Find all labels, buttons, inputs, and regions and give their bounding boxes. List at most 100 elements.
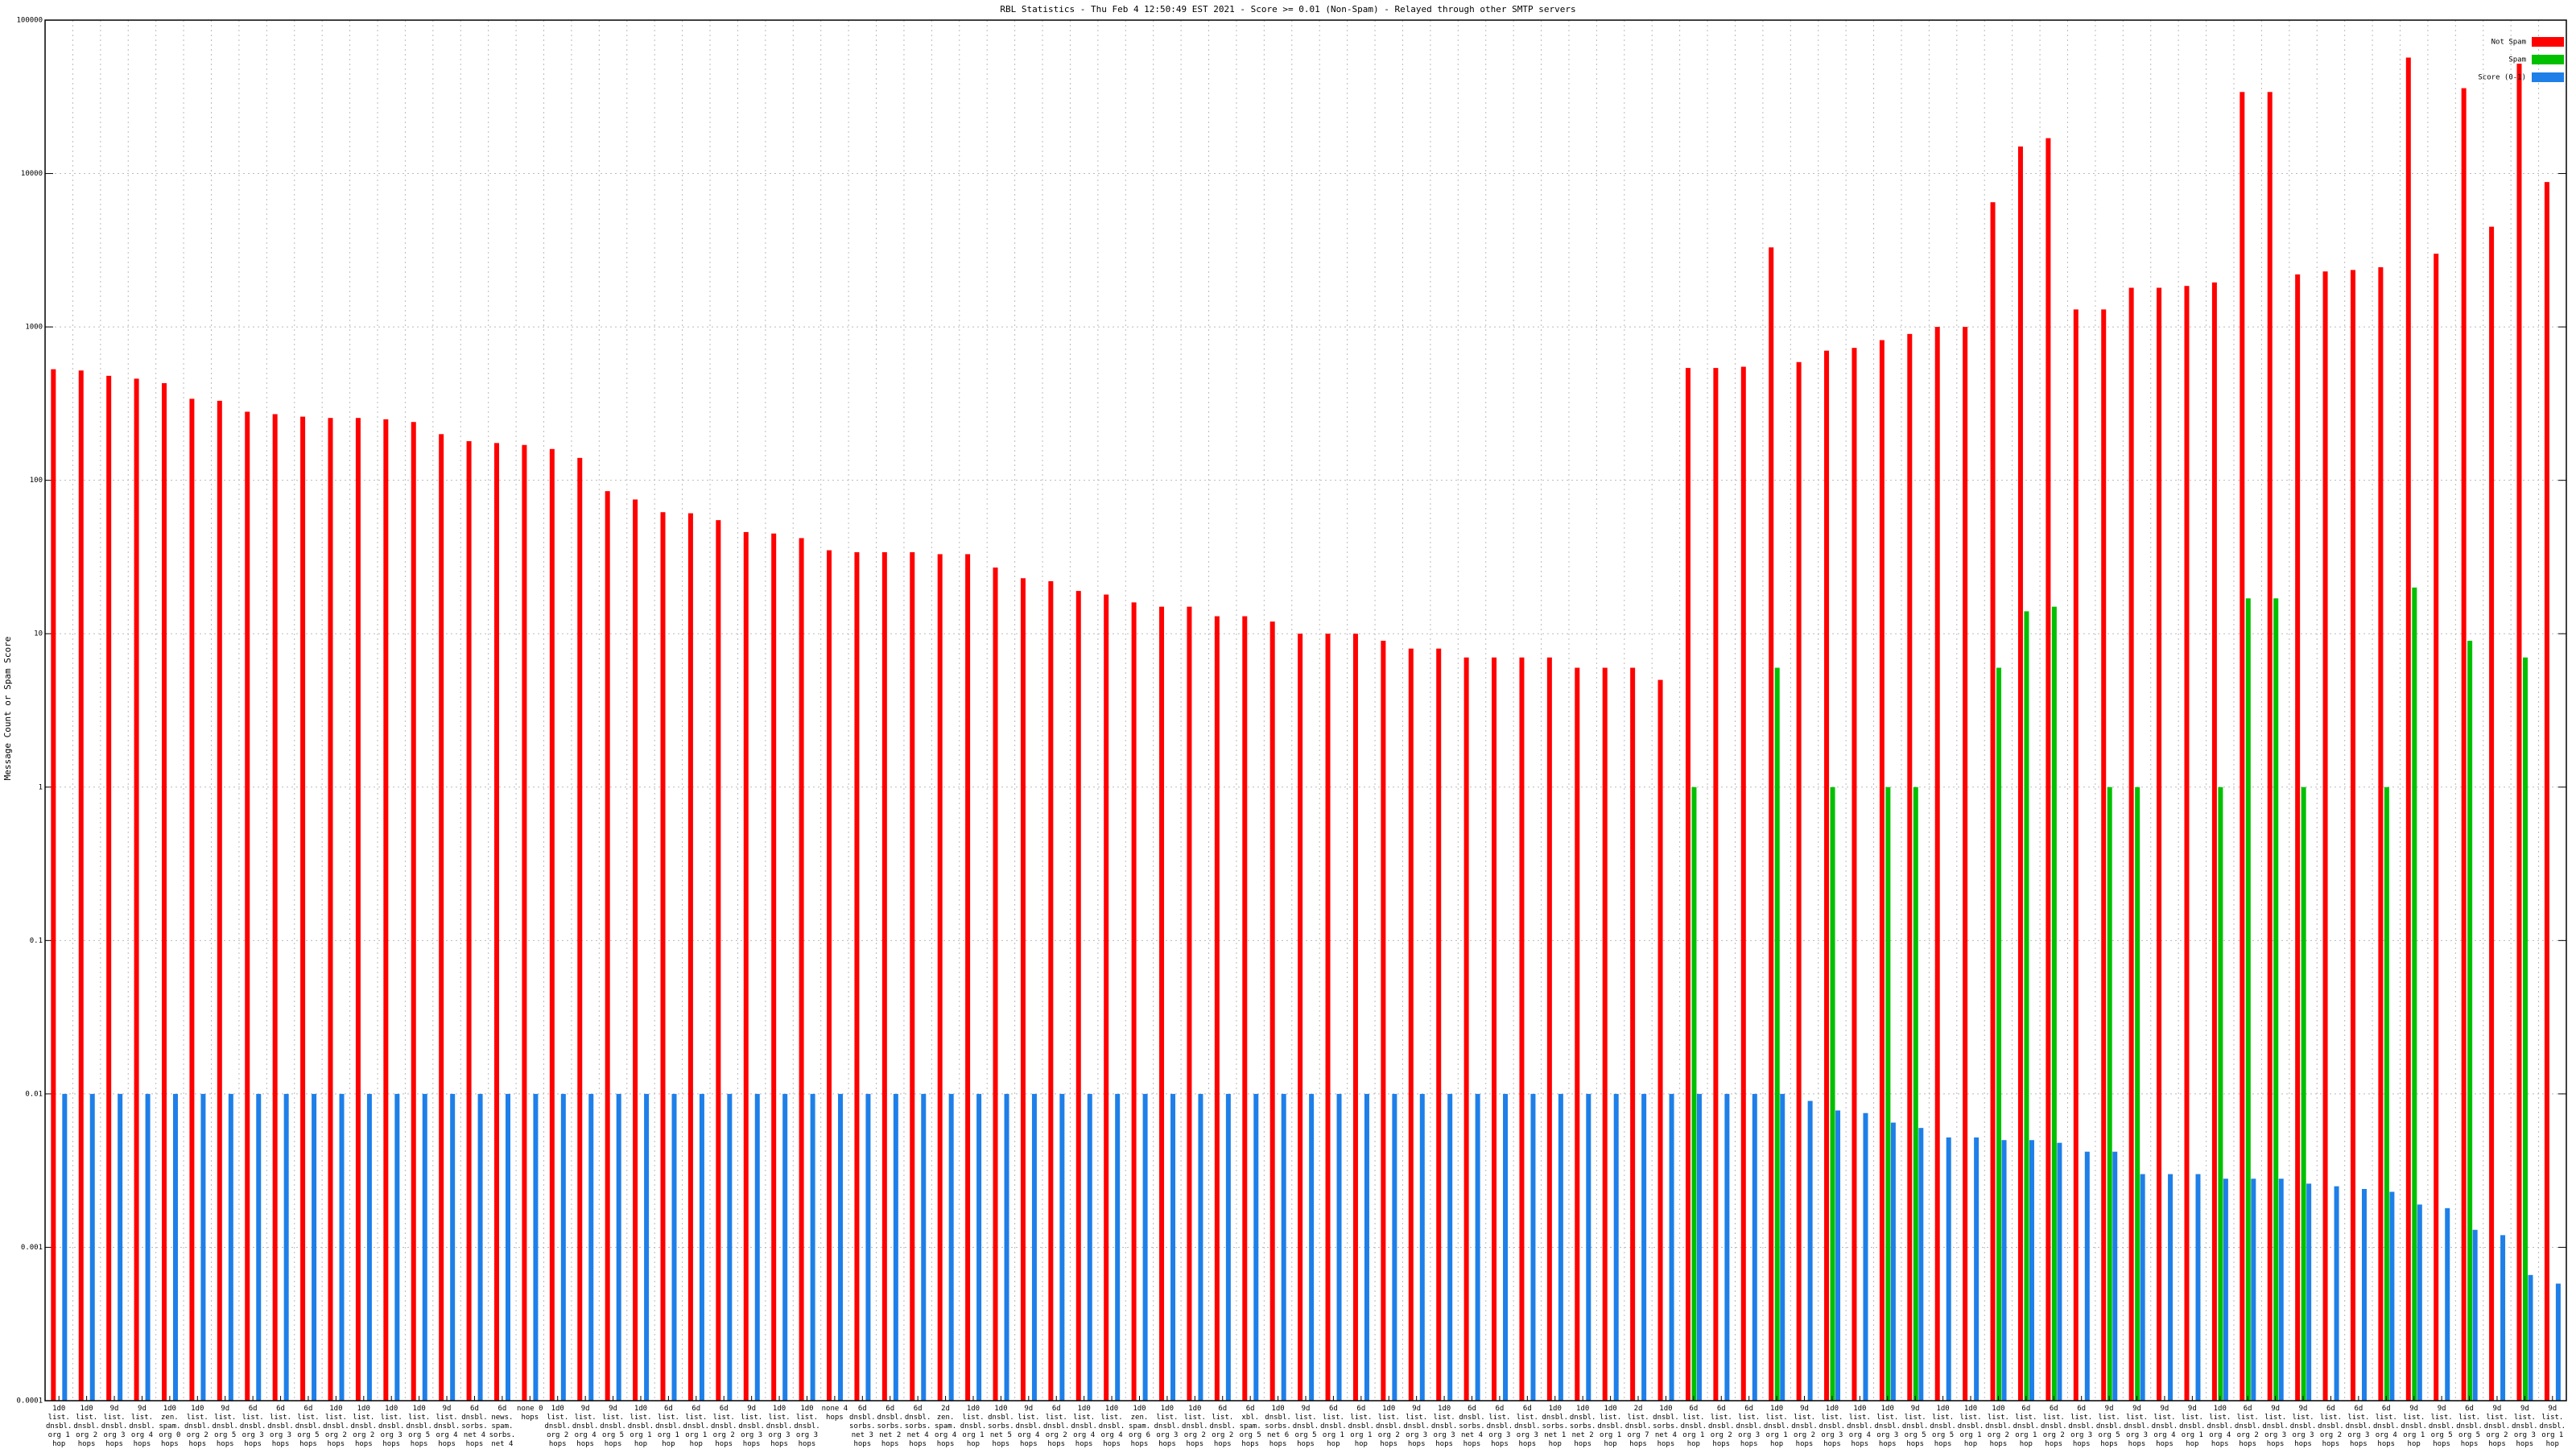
bar bbox=[671, 1093, 677, 1401]
bar bbox=[161, 382, 167, 1402]
bar bbox=[560, 1093, 566, 1401]
x-tick-label: 9d list. dnsbl. org 1 hop bbox=[2539, 1405, 2566, 1448]
x-tick-label: 6d list. dnsbl. org 2 hops bbox=[2041, 1405, 2067, 1448]
bar bbox=[2306, 1183, 2312, 1401]
bar bbox=[477, 1093, 483, 1401]
bar bbox=[976, 1093, 982, 1401]
bar bbox=[62, 1093, 68, 1401]
x-tick-label: 9d list. dnsbl. org 4 hops bbox=[2151, 1405, 2178, 1448]
bar bbox=[1546, 657, 1552, 1401]
bar bbox=[1336, 1093, 1342, 1401]
bar bbox=[2024, 611, 2029, 1401]
x-tick-label: 2d list. dnsbl. org 7 hops bbox=[1624, 1405, 1652, 1448]
x-tick-label: 9d list. dnsbl. org 4 hops bbox=[129, 1405, 155, 1448]
y-tick-label: 1000 bbox=[25, 324, 43, 332]
bar bbox=[1974, 1137, 1979, 1401]
bar bbox=[1253, 1093, 1259, 1401]
x-tick-label: 1d0 list. dnsbl. org 1 hop bbox=[45, 1405, 72, 1448]
x-tick-label: 1d0 zen. spam. org 6 hops bbox=[1128, 1405, 1151, 1448]
bar bbox=[993, 568, 998, 1401]
bar bbox=[1713, 368, 1719, 1401]
bar bbox=[2434, 254, 2439, 1401]
x-tick-label: 1d0 dnsbl. sorbs. net 2 hops bbox=[1569, 1405, 1596, 1448]
bar bbox=[328, 418, 333, 1401]
bar bbox=[1934, 327, 1940, 1402]
bar bbox=[2195, 1174, 2201, 1401]
bar bbox=[1131, 602, 1137, 1401]
x-tick-label: 1d0 list. dnsbl. org 2 hops bbox=[544, 1405, 571, 1448]
bar bbox=[1020, 578, 1026, 1401]
bar bbox=[827, 550, 832, 1401]
bar bbox=[300, 416, 306, 1401]
x-tick-label: 1d0 dnsbl. sorbs. net 5 hops bbox=[988, 1405, 1014, 1448]
bar bbox=[633, 499, 638, 1402]
x-tick-label: 1d0 list. dnsbl. org 1 hop bbox=[1957, 1405, 1984, 1448]
bar bbox=[2467, 640, 2473, 1401]
y-tick-label: 10000 bbox=[21, 170, 43, 178]
bar bbox=[118, 1093, 123, 1401]
x-tick-label: 1d0 list. dnsbl. org 3 hops bbox=[378, 1405, 405, 1448]
x-tick-label: none 0 hops bbox=[517, 1405, 543, 1422]
bar bbox=[1381, 640, 1386, 1401]
bar bbox=[78, 370, 84, 1401]
bar bbox=[1352, 634, 1358, 1401]
bar bbox=[660, 512, 666, 1402]
bar bbox=[1685, 368, 1690, 1401]
bar bbox=[2555, 1283, 2561, 1401]
bar bbox=[1913, 786, 1918, 1401]
bar bbox=[450, 1093, 456, 1401]
x-tick-label: 9d list. dnsbl. org 3 hops bbox=[2124, 1405, 2150, 1448]
x-tick-label: 6d list. dnsbl. org 3 hops bbox=[1486, 1405, 1513, 1448]
x-tick-label: 1d0 list. dnsbl. org 4 hops bbox=[1098, 1405, 1125, 1448]
bar bbox=[2051, 606, 2057, 1401]
bar bbox=[522, 444, 527, 1401]
bar bbox=[771, 533, 777, 1401]
bar bbox=[910, 551, 915, 1401]
bar bbox=[1198, 1093, 1203, 1401]
x-tick-label: 6d list. dnsbl. org 2 hops bbox=[710, 1405, 737, 1448]
bar bbox=[89, 1093, 95, 1401]
bar bbox=[1309, 1093, 1315, 1401]
x-tick-label: 6d list. dnsbl. org 2 hops bbox=[2234, 1405, 2261, 1448]
bar bbox=[965, 554, 971, 1401]
bar bbox=[2461, 88, 2467, 1401]
bar bbox=[1115, 1093, 1121, 1401]
x-tick-label: 1d0 list. dnsbl. org 4 hops bbox=[1071, 1405, 1097, 1448]
legend-label: Spam bbox=[2508, 56, 2526, 64]
x-tick-label: 6d list. dnsbl. org 2 hops bbox=[1707, 1405, 1735, 1448]
x-tick-label: 6d list. dnsbl. org 1 hop bbox=[1680, 1405, 1707, 1448]
bar bbox=[189, 398, 195, 1402]
x-tick-label: 9d list. dnsbl. org 2 hops bbox=[2483, 1405, 2511, 1448]
bar bbox=[1214, 616, 1220, 1401]
chart-title: RBL Statistics - Thu Feb 4 12:50:49 EST … bbox=[1000, 4, 1575, 14]
bar bbox=[754, 1093, 760, 1401]
bar bbox=[51, 369, 56, 1402]
x-tick-label: 1d0 list. dnsbl. org 4 hops bbox=[1847, 1405, 1873, 1448]
bar bbox=[2046, 138, 2051, 1402]
bar bbox=[1519, 657, 1525, 1401]
legend-label: Score (0-1) bbox=[2478, 74, 2526, 82]
x-tick-label: 6d list. dnsbl. org 1 hop bbox=[1348, 1405, 1375, 1448]
x-tick-label: 6d dnsbl. sorbs. net 2 hops bbox=[877, 1405, 903, 1448]
bar bbox=[1863, 1113, 1868, 1401]
x-tick-label: 9d list. dnsbl. org 3 hops bbox=[2289, 1405, 2317, 1448]
bar bbox=[2522, 657, 2528, 1401]
bar bbox=[2273, 598, 2279, 1401]
y-tick-label: 0.01 bbox=[25, 1090, 43, 1098]
bar bbox=[422, 1093, 427, 1401]
plot-frame bbox=[44, 19, 2567, 1402]
bar bbox=[355, 418, 361, 1401]
x-tick-label: 1d0 list. dnsbl. org 2 hops bbox=[350, 1405, 378, 1448]
bar bbox=[1392, 1093, 1397, 1401]
bar bbox=[1586, 1093, 1591, 1401]
bar bbox=[1724, 1093, 1730, 1401]
bar bbox=[2472, 1229, 2478, 1401]
bar bbox=[2500, 1235, 2506, 1401]
bar bbox=[1824, 350, 1830, 1401]
bar bbox=[2140, 1174, 2145, 1401]
bar bbox=[2412, 587, 2417, 1401]
bar bbox=[1325, 634, 1331, 1401]
bar bbox=[1907, 333, 1913, 1401]
bar bbox=[644, 1093, 650, 1401]
bar bbox=[134, 378, 139, 1401]
